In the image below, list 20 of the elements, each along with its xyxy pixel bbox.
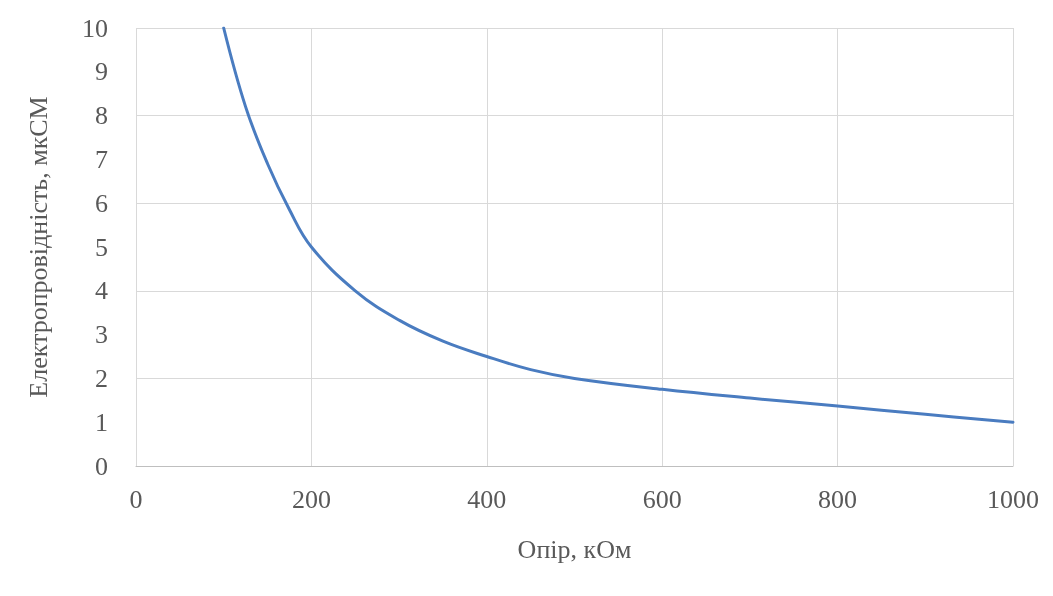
y-tick-label: 8 xyxy=(95,101,108,131)
y-tick-label: 10 xyxy=(82,13,108,43)
y-tick-label: 4 xyxy=(95,276,108,306)
y-tick-label: 7 xyxy=(95,144,108,174)
x-tick-label: 400 xyxy=(467,484,507,514)
y-tick-label: 2 xyxy=(95,363,108,393)
y-tick-label: 3 xyxy=(95,320,108,350)
y-tick-label: 5 xyxy=(95,232,108,262)
x-tick-label: 800 xyxy=(818,484,858,514)
x-tick-label: 0 xyxy=(129,484,143,514)
y-tick-label: 0 xyxy=(95,451,108,481)
y-tick-label: 6 xyxy=(95,188,108,218)
y-tick-label: 1 xyxy=(95,407,108,437)
y-axis-title: Електропровідність, мкСМ xyxy=(23,96,53,398)
x-tick-label: 600 xyxy=(642,484,682,514)
x-tick-label: 200 xyxy=(291,484,331,514)
line-series xyxy=(222,26,1015,424)
y-tick-label: 9 xyxy=(95,57,108,87)
x-axis-title: Опір, кОм xyxy=(517,534,632,564)
x-tick-label: 1000 xyxy=(987,484,1039,514)
